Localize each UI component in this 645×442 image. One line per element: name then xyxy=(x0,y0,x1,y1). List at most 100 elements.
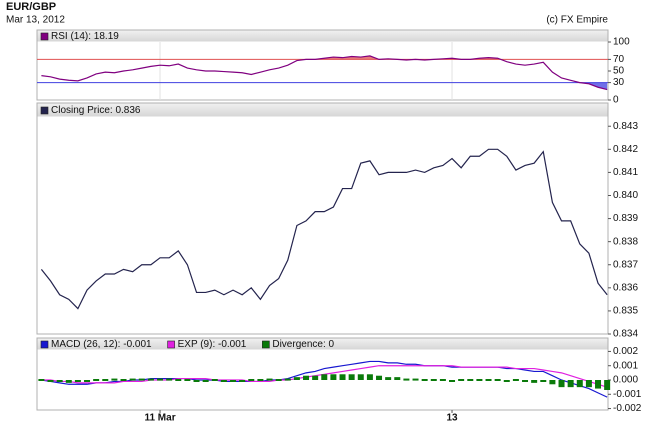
bar xyxy=(38,379,45,381)
bar xyxy=(211,379,218,381)
x-tick-label: 11 Mar xyxy=(144,413,175,424)
line xyxy=(40,148,608,310)
bar xyxy=(56,380,63,382)
legend-label: Divergence: 0 xyxy=(272,339,334,350)
y-tick-label: 0.835 xyxy=(613,306,638,317)
bar xyxy=(567,380,574,388)
chart-title: EUR/GBP xyxy=(6,1,56,13)
bar xyxy=(312,375,319,380)
y-tick-label: 0.836 xyxy=(613,282,638,293)
bar xyxy=(284,378,291,381)
y-tick-label: 0.840 xyxy=(613,190,638,201)
y-tick-label: 100 xyxy=(613,37,630,48)
y-tick-label: 0.002 xyxy=(613,346,638,357)
bar xyxy=(84,380,91,382)
y-tick-label: 70 xyxy=(613,54,625,65)
bar xyxy=(330,374,337,380)
y-tick-label: -0.001 xyxy=(613,389,642,400)
bar xyxy=(421,379,428,381)
band-fill xyxy=(315,55,501,60)
legend-swatch xyxy=(262,340,270,349)
bar xyxy=(531,380,538,383)
bar xyxy=(503,380,510,382)
bar xyxy=(129,378,136,381)
bar xyxy=(74,380,81,382)
bar xyxy=(93,379,100,381)
panel xyxy=(36,29,609,101)
y-tick-label: 0.001 xyxy=(613,360,638,371)
bar xyxy=(439,379,446,381)
bar xyxy=(385,377,392,380)
y-tick-label: 0.000 xyxy=(613,375,638,386)
bar xyxy=(166,378,173,381)
panel-header xyxy=(37,30,608,42)
bar xyxy=(257,379,264,381)
bar xyxy=(303,375,310,380)
bar xyxy=(412,378,419,381)
credit: (c) FX Empire xyxy=(546,15,608,26)
bar xyxy=(604,380,611,390)
bar xyxy=(147,378,154,381)
y-tick-label: 30 xyxy=(613,77,625,88)
y-tick-label: 0.843 xyxy=(613,121,638,132)
bar xyxy=(111,378,118,381)
bar xyxy=(540,380,547,382)
bar xyxy=(403,378,410,381)
bar xyxy=(467,379,474,381)
bar xyxy=(184,379,191,381)
bar xyxy=(449,380,456,382)
legend-swatch xyxy=(40,340,49,349)
bar xyxy=(47,380,54,382)
bar xyxy=(230,380,237,382)
x-tick-label: 13 xyxy=(446,413,458,424)
bar xyxy=(293,377,300,380)
bar xyxy=(458,379,465,381)
bar xyxy=(175,379,182,381)
bar xyxy=(220,380,227,382)
legend-swatch xyxy=(167,340,175,349)
bar xyxy=(120,379,127,381)
legend-label: MACD (26, 12): -0.001 xyxy=(51,339,152,350)
bar xyxy=(522,380,529,382)
bar xyxy=(102,379,109,381)
bar xyxy=(339,374,346,380)
legend-swatch xyxy=(40,32,49,41)
bar xyxy=(157,378,164,381)
bar xyxy=(239,380,246,382)
bar xyxy=(376,375,383,380)
bar xyxy=(595,380,602,389)
y-tick-label: 0.839 xyxy=(613,213,638,224)
y-tick-label: 0.838 xyxy=(613,236,638,247)
legend-label: RSI (14): 18.19 xyxy=(51,31,119,42)
panel-header xyxy=(37,338,608,350)
bar xyxy=(138,378,145,381)
bar xyxy=(476,379,483,381)
bar xyxy=(357,374,364,380)
bar xyxy=(558,380,565,388)
y-tick-label: 50 xyxy=(613,66,625,77)
bar xyxy=(585,380,592,388)
bar xyxy=(394,377,401,380)
legend-label: EXP (9): -0.001 xyxy=(178,339,247,350)
panel xyxy=(36,102,609,335)
line xyxy=(41,55,608,91)
chart-date: Mar 13, 2012 xyxy=(6,15,65,26)
bar xyxy=(485,379,492,381)
bar xyxy=(366,374,373,380)
bar xyxy=(65,380,72,383)
panel-header xyxy=(37,103,608,117)
bar xyxy=(576,380,583,388)
y-tick-label: 0.842 xyxy=(613,144,638,155)
y-tick-label: -0.002 xyxy=(613,403,642,414)
legend-label: Closing Price: 0.836 xyxy=(51,105,141,116)
legend-swatch xyxy=(40,106,49,115)
y-tick-label: 0.841 xyxy=(613,167,638,178)
bar xyxy=(512,379,519,381)
y-tick-label: 0 xyxy=(613,95,619,106)
y-tick-label: 0.837 xyxy=(613,259,638,270)
bar xyxy=(202,380,209,382)
bar xyxy=(430,379,437,381)
bar xyxy=(248,379,255,381)
bar xyxy=(549,380,556,385)
